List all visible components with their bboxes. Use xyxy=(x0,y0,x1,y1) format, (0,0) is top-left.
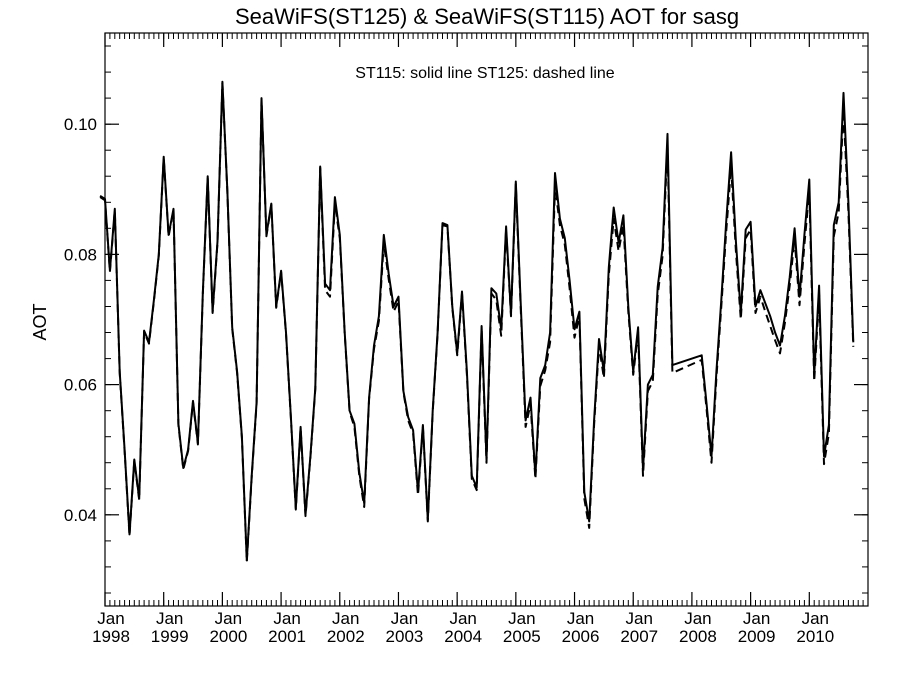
x-tick-year-label: 2007 xyxy=(620,627,658,646)
x-tick-month-label: Jan xyxy=(684,609,711,628)
x-tick-month-label: Jan xyxy=(97,609,124,628)
x-tick-month-label: Jan xyxy=(449,609,476,628)
x-tick-year-label: 2003 xyxy=(386,627,424,646)
x-tick-month-label: Jan xyxy=(273,609,300,628)
x-tick-year-label: 2010 xyxy=(796,627,834,646)
series-line-dashed xyxy=(99,82,855,563)
x-tick-year-label: 2008 xyxy=(679,627,717,646)
y-tick-label: 0.04 xyxy=(64,506,97,525)
x-tick-year-label: 2001 xyxy=(268,627,306,646)
y-tick-label: 0.06 xyxy=(64,376,97,395)
x-tick-year-label: 2004 xyxy=(444,627,482,646)
y-axis-ticks: 0.04 0.06 0.08 0.10 xyxy=(64,45,868,594)
plot-frame xyxy=(104,32,869,607)
x-tick-month-label: Jan xyxy=(156,609,183,628)
x-tick-year-label: 2006 xyxy=(562,627,600,646)
x-tick-year-label: 2000 xyxy=(209,627,247,646)
y-tick-label: 0.10 xyxy=(64,115,97,134)
x-tick-year-label: 2005 xyxy=(503,627,541,646)
chart-title: SeaWiFS(ST125) & SeaWiFS(ST115) AOT for … xyxy=(235,4,739,29)
x-tick-year-label: 1999 xyxy=(151,627,189,646)
series-annotation: ST115: solid line ST125: dashed line xyxy=(355,65,615,82)
x-tick-month-label: Jan xyxy=(626,609,653,628)
x-tick-month-label: Jan xyxy=(567,609,594,628)
x-tick-month-label: Jan xyxy=(508,609,535,628)
x-axis-ticks: Jan1998Jan1999Jan2000Jan2001Jan2002Jan20… xyxy=(92,33,869,646)
x-tick-month-label: Jan xyxy=(802,609,829,628)
x-tick-month-label: Jan xyxy=(391,609,418,628)
x-tick-month-label: Jan xyxy=(332,609,359,628)
y-axis-label: AOT xyxy=(30,303,50,340)
y-tick-label: 0.08 xyxy=(64,245,97,264)
x-tick-year-label: 1998 xyxy=(92,627,130,646)
x-tick-month-label: Jan xyxy=(215,609,242,628)
x-tick-month-label: Jan xyxy=(743,609,770,628)
series-layer xyxy=(99,80,855,563)
x-tick-year-label: 2002 xyxy=(327,627,365,646)
x-tick-year-label: 2009 xyxy=(738,627,776,646)
